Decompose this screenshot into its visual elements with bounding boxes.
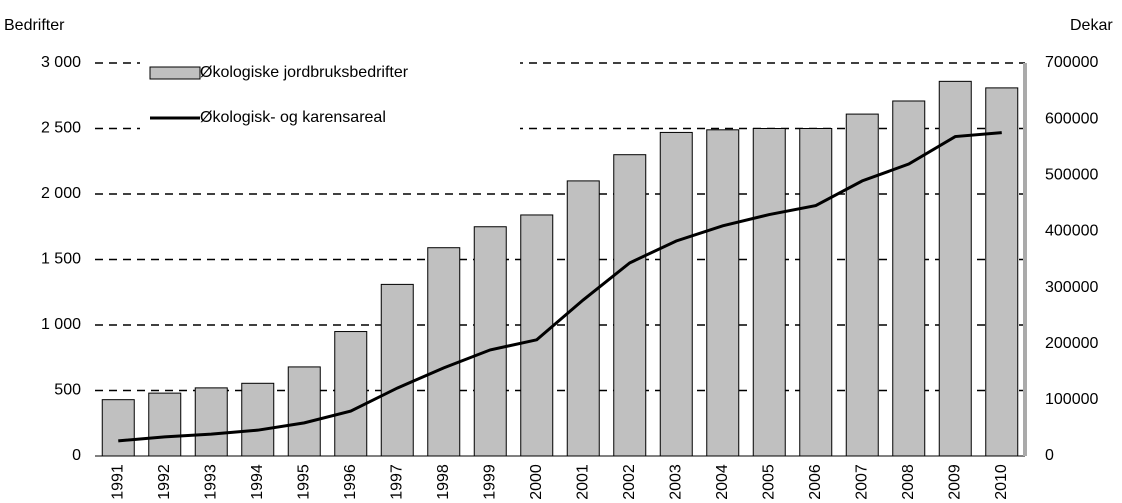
y2-tick-label: 100000 (1045, 391, 1098, 408)
bar (520, 214, 554, 457)
bar (427, 247, 461, 457)
bar (380, 283, 414, 457)
y-tick-label: 500 (54, 382, 81, 399)
y-tick-label: 2 000 (41, 185, 81, 202)
x-tick-label: 2007 (853, 464, 870, 500)
x-tick-label: 1998 (435, 464, 452, 500)
bar (845, 113, 879, 457)
bar (613, 154, 647, 457)
bar (659, 131, 693, 457)
x-tick-label: 1992 (156, 464, 173, 500)
x-tick-label: 1997 (388, 464, 405, 500)
legend-label: Økologisk- og karensareal (200, 109, 386, 126)
bar (799, 128, 833, 457)
y2-tick-label: 300000 (1045, 279, 1098, 296)
x-tick-label: 2003 (667, 464, 684, 500)
bar (101, 399, 135, 457)
x-tick-label: 1994 (249, 464, 266, 500)
x-tick-label: 1991 (109, 464, 126, 500)
y2-tick-label: 700000 (1045, 54, 1098, 71)
y2-tick-label: 0 (1045, 447, 1054, 464)
line (118, 131, 1002, 443)
y-tick-label: 1 500 (41, 251, 81, 268)
bar (287, 366, 321, 457)
x-tick-label: 2004 (714, 464, 731, 500)
legend-label: Økologiske jordbruksbedrifter (200, 64, 409, 81)
legend-background (140, 55, 520, 135)
x-tick-label: 2006 (807, 464, 824, 500)
y2-tick-label: 400000 (1045, 223, 1098, 240)
bar (241, 382, 275, 457)
y-tick-label: 3 000 (41, 54, 81, 71)
x-tick-label: 1993 (202, 464, 219, 500)
x-tick-label: 1996 (342, 464, 359, 500)
x-tick-label: 2001 (574, 464, 591, 500)
bar (985, 87, 1019, 457)
bar (473, 226, 507, 457)
bar (194, 387, 228, 457)
x-tick-label: 2008 (900, 464, 917, 500)
y-tick-label: 1 000 (41, 316, 81, 333)
bar (148, 392, 182, 457)
x-tick-label: 2005 (760, 464, 777, 500)
x-tick-label: 1999 (481, 464, 498, 500)
y-tick-label: 2 500 (41, 120, 81, 137)
x-tick-label: 2009 (946, 464, 963, 500)
legend-swatch (149, 66, 201, 80)
y-tick-label: 0 (72, 447, 81, 464)
x-tick-label: 2000 (528, 464, 545, 500)
bar (892, 100, 926, 457)
bar (706, 129, 740, 457)
y2-axis-title: Dekar (1070, 17, 1113, 34)
y2-tick-label: 500000 (1045, 167, 1098, 184)
y2-tick-label: 600000 (1045, 110, 1098, 127)
bar (566, 180, 600, 457)
bar (752, 128, 786, 457)
x-tick-label: 2010 (993, 464, 1010, 500)
x-tick-label: 2002 (621, 464, 638, 500)
y2-tick-label: 200000 (1045, 335, 1098, 352)
x-tick-label: 1995 (295, 464, 312, 500)
bar (334, 331, 368, 457)
y-axis-title: Bedrifter (4, 17, 65, 34)
